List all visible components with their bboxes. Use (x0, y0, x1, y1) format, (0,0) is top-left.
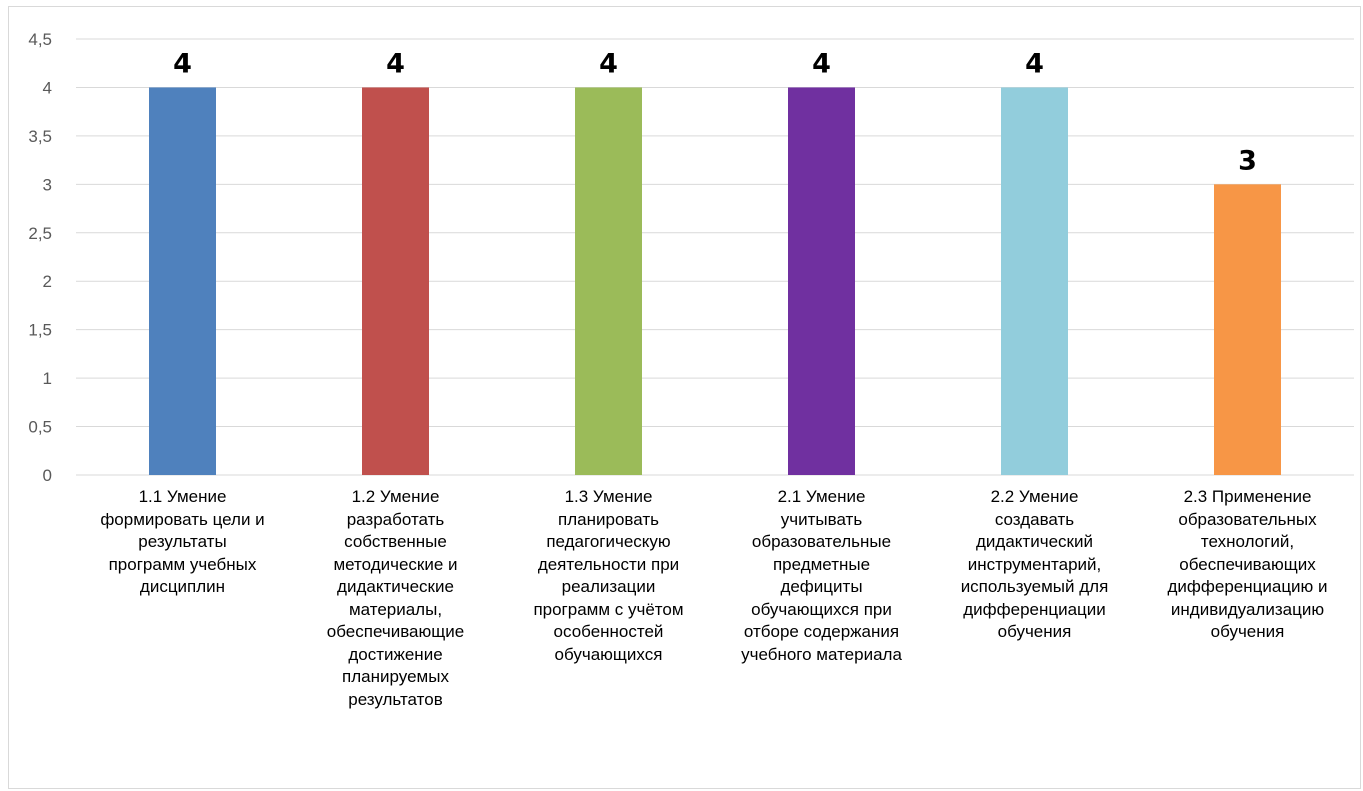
bar (362, 87, 429, 475)
x-tick-label-line: программ учебных (108, 554, 257, 574)
x-tick-label-line: обеспечивающие (326, 622, 465, 641)
x-tick-label-line: отборе содержания (743, 622, 900, 641)
x-tick-label-line: дидактический (976, 532, 1093, 551)
x-tick-label-line: дидактические (337, 577, 454, 596)
x-tick-label-line: образовательные (751, 532, 892, 551)
x-tick-label-line: планируемых (342, 667, 449, 686)
x-tick-label-line: материалы, (348, 599, 443, 619)
x-tick-label: 1.1 Умение формировать цели и результаты пр… (71, 486, 295, 599)
y-tick-label: 3 (43, 175, 52, 194)
x-tick-label-line: создавать (994, 509, 1075, 529)
x-tick-label-line: 2.3 Применение (1183, 487, 1312, 506)
bar (149, 87, 216, 475)
y-tick-label: 4,5 (28, 30, 52, 49)
bar (1214, 184, 1281, 476)
x-tick-label-line: обучения (997, 622, 1072, 641)
x-tick-label-line: 1.2 Умение (351, 487, 440, 506)
bar (1001, 87, 1068, 475)
x-tick-label-line: индивидуализацию (1170, 599, 1325, 619)
data-label: 4 (386, 48, 405, 79)
x-tick-label-line: собственные (344, 532, 447, 551)
x-tick-label: 2.2 Умение создавать дидактический инструме… (923, 486, 1147, 644)
x-tick-label-line: дифференциацию и (1167, 577, 1328, 596)
x-tick-label-line: образовательных (1178, 509, 1317, 529)
y-tick-label: 2 (43, 272, 52, 291)
x-tick-label-line: используемый для (960, 577, 1109, 596)
x-tick-label-line: деятельности при (537, 554, 680, 574)
x-tick-label-line: разработать (346, 509, 445, 529)
x-tick-label-line: учитывать (780, 509, 863, 529)
data-label: 3 (1238, 145, 1257, 176)
y-tick-label: 2,5 (28, 224, 52, 243)
y-tick-label: 1,5 (28, 321, 52, 340)
x-tick-label-line: 1.1 Умение (138, 487, 227, 506)
y-tick-label: 0,5 (28, 418, 52, 437)
x-tick-label-line: планировать (558, 509, 659, 529)
y-tick-label: 0 (43, 466, 52, 485)
x-tick-label-line: обеспечивающих (1179, 554, 1316, 574)
x-tick-label-line: формировать цели и (100, 509, 265, 529)
x-tick-label-line: результатов (348, 689, 443, 709)
x-tick-label-line: обучающихся (554, 644, 663, 664)
data-label: 4 (812, 48, 831, 79)
x-tick-label-line: дефициты (780, 577, 863, 596)
bar (788, 87, 855, 475)
data-label: 4 (173, 48, 192, 79)
x-tick-label-line: результаты (138, 532, 227, 551)
x-tick-label: 2.1 Умение учитывать образовательные предме… (710, 486, 934, 666)
x-tick-label: 1.3 Умение планировать педагогическую деяте… (497, 486, 721, 666)
x-tick-label-line: предметные (772, 554, 871, 574)
bar (575, 87, 642, 475)
x-tick-label-line: достижение (348, 644, 443, 664)
chart-frame (8, 6, 1361, 789)
x-tick-label-line: обучающихся при (751, 599, 892, 619)
x-tick-label-line: реализации (561, 577, 656, 596)
x-tick-label-line: методические и (333, 554, 458, 574)
x-tick-label-line: обучения (1210, 622, 1285, 641)
x-tick-label-line: инструментарий, (967, 554, 1102, 574)
y-tick-label: 1 (43, 369, 52, 388)
data-label: 4 (599, 48, 618, 79)
x-tick-label-line: программ с учётом (533, 599, 684, 619)
x-tick-label-line: 2.2 Умение (990, 487, 1079, 506)
x-tick-label: 1.2 Умение разработать собственные методиче… (284, 486, 508, 711)
y-tick-label: 4 (43, 78, 52, 97)
x-tick-label-line: дифференциации (963, 599, 1106, 619)
x-tick-label-line: 2.1 Умение (777, 487, 866, 506)
x-tick-label-line: технологий, (1200, 532, 1295, 551)
y-tick-label: 3,5 (28, 127, 52, 146)
data-label: 4 (1025, 48, 1044, 79)
x-tick-label: 2.3 Применение образовательных технологий,… (1136, 486, 1360, 644)
x-tick-label-line: дисциплин (139, 577, 226, 596)
x-tick-label-line: особенностей (553, 622, 664, 641)
x-tick-label-line: учебного материала (741, 644, 902, 664)
x-tick-label-line: педагогическую (546, 532, 671, 551)
x-tick-label-line: 1.3 Умение (564, 487, 653, 506)
